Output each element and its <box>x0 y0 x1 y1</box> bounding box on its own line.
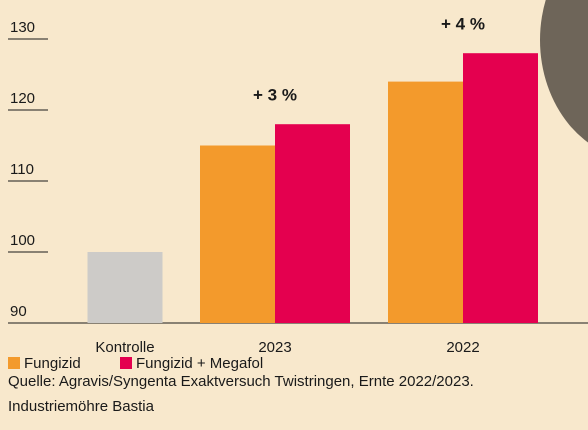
source: Quelle: Agravis/Syngenta Exaktversuch Tw… <box>8 373 474 390</box>
bar <box>463 53 538 323</box>
x-tick-label: 2022 <box>446 339 479 356</box>
y-tick-label: 90 <box>10 303 27 320</box>
y-tick-label: 100 <box>10 232 35 249</box>
credit: Industriemöhre Bastia <box>8 398 155 415</box>
y-tick-label: 120 <box>10 90 35 107</box>
bar <box>275 124 350 323</box>
annotation: + 4 % <box>441 15 485 34</box>
bar <box>200 146 275 324</box>
x-tick-label: Kontrolle <box>95 339 154 356</box>
legend-label: Fungizid + Megafol <box>136 355 263 372</box>
control-bar <box>88 252 163 323</box>
bar <box>388 82 463 323</box>
legend-label: Fungizid <box>24 355 81 372</box>
x-tick-label: 2023 <box>258 339 291 356</box>
annotation: + 3 % <box>253 86 297 105</box>
y-tick-label: 130 <box>10 19 35 36</box>
y-tick-label: 110 <box>10 161 34 178</box>
legend-swatch <box>8 357 20 369</box>
chart: Quelle: Agravis/Syngenta Exaktversuch Tw… <box>0 0 588 430</box>
legend-swatch <box>120 357 132 369</box>
